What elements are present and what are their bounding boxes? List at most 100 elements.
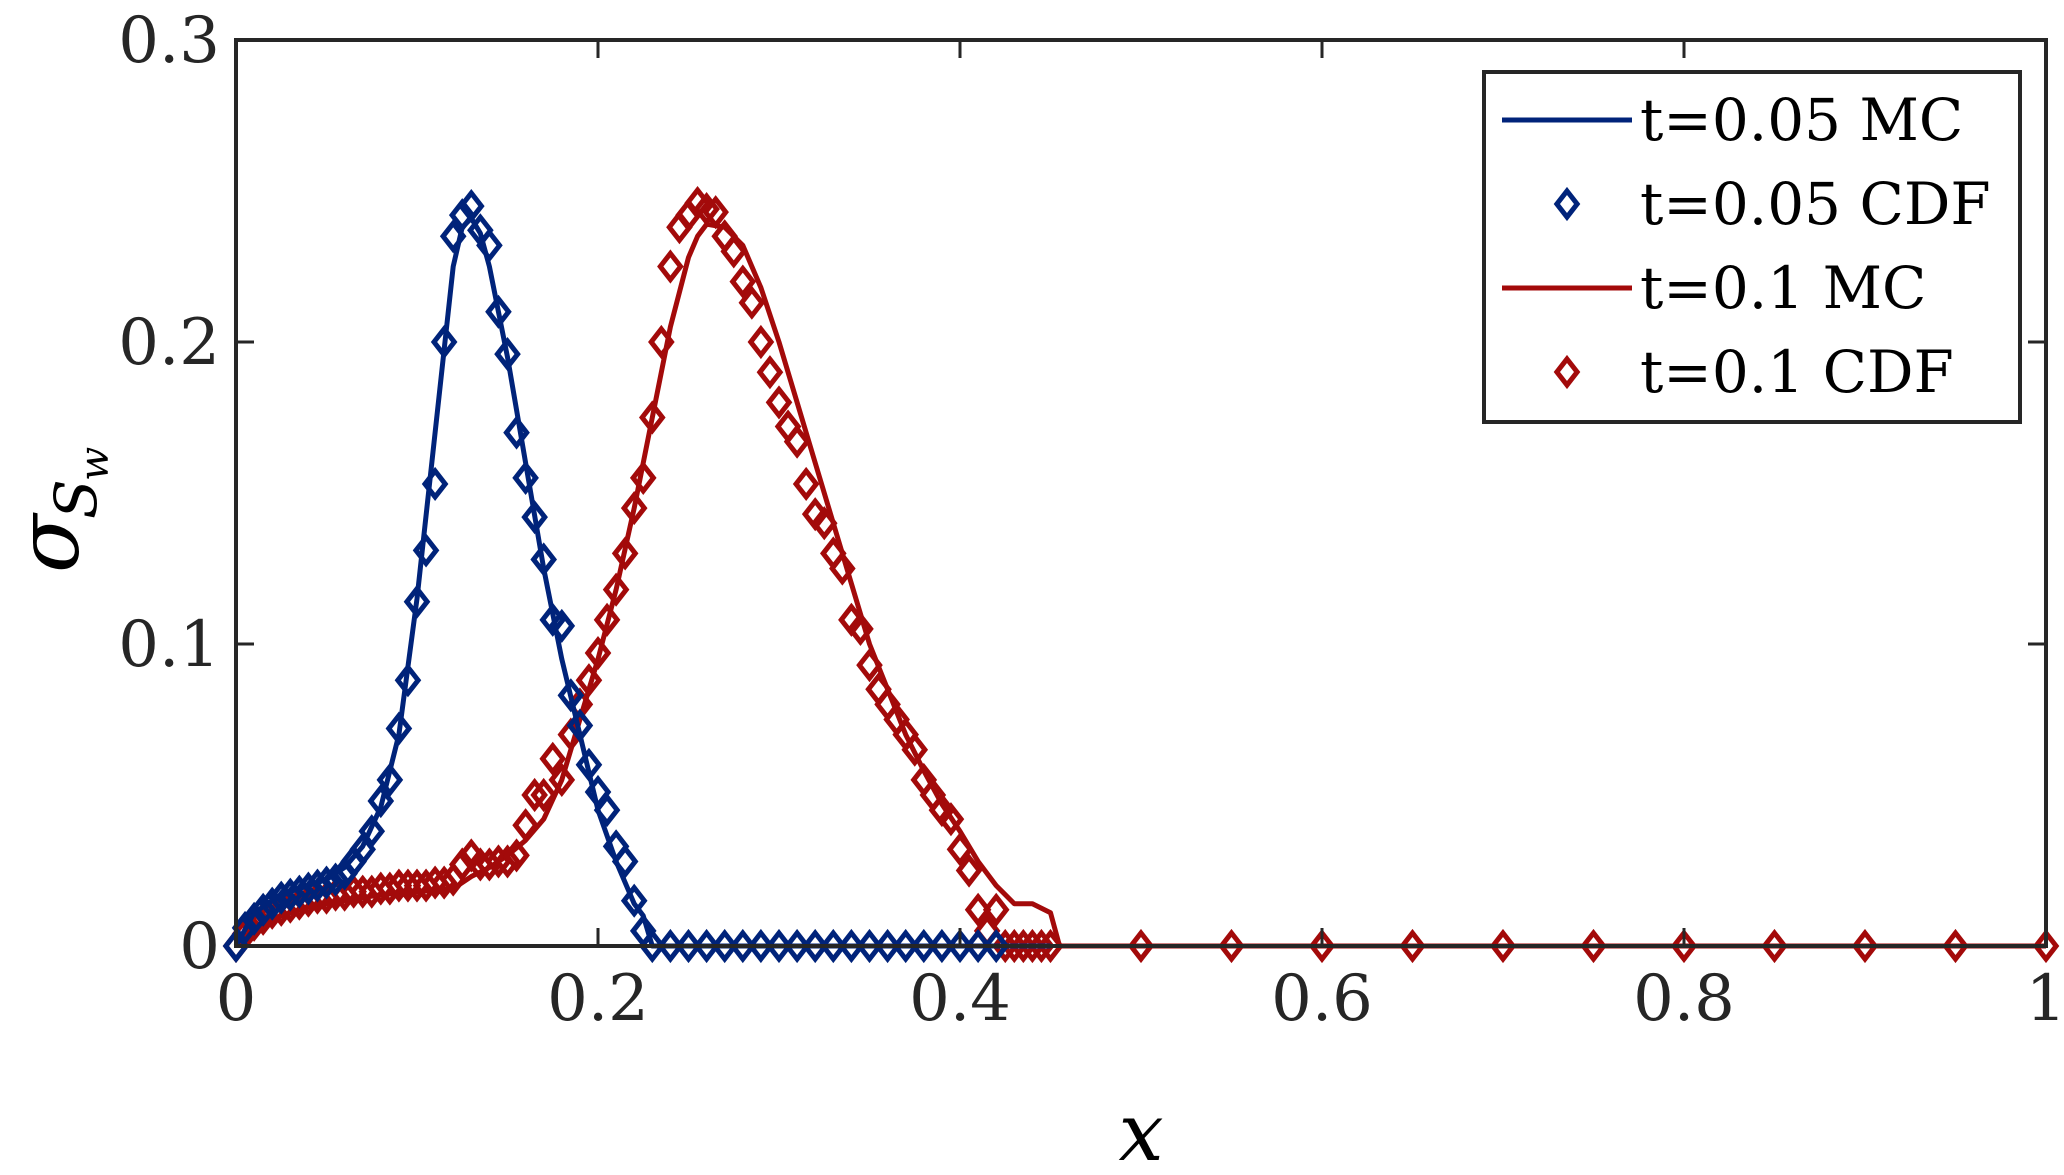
data-point [1851,928,1879,964]
data-point [901,732,929,767]
data-point [720,234,748,269]
legend-entry: t=0.05 CDF [1553,170,1991,238]
data-point [1489,928,1517,964]
data-point [1761,928,1788,964]
series-layer [222,186,2060,964]
data-point [638,928,666,964]
data-point [476,228,503,263]
data-point [367,783,395,819]
legend-entry: t=0.1 CDF [1553,338,1954,406]
data-point [1308,928,1336,964]
series-1 [222,189,1010,964]
data-point [503,415,530,450]
data-point [584,635,612,671]
data-point [439,219,467,254]
data-point [1037,928,1064,964]
data-point [240,901,268,936]
data-point [593,793,621,828]
x-tick-label: 0 [216,962,257,1036]
y-axis-title-main: σ [0,512,99,573]
data-point [946,928,974,964]
legend-entry: t=0.05 MC [1502,86,1963,154]
legend-marker-swatch [1553,354,1581,390]
data-point [548,762,576,797]
data-point [620,491,648,526]
data-point [657,249,684,284]
legend-label: t=0.05 CDF [1640,170,1991,238]
data-point [747,928,775,964]
legend-label: t=0.05 MC [1640,86,1963,154]
data-point [494,844,521,879]
data-point [856,648,883,683]
data-point [648,324,675,360]
data-point [693,928,720,964]
axis-ticks [234,38,2048,948]
data-point [313,865,340,900]
data-point [982,928,1010,964]
data-point [530,542,558,577]
data-point [765,385,793,420]
y-axis-title-sub: S [42,479,110,519]
legend-label: t=0.1 CDF [1640,338,1954,406]
data-point [810,506,838,541]
data-point [394,868,422,903]
y-axis-title: σ S w [0,447,118,573]
data-point [503,838,530,873]
data-point [829,551,856,586]
series-line [234,221,2046,949]
legend-entries: t=0.05 MC t=0.05 CDF t=0.1 MC t=0.1 CDF [1502,86,1991,406]
x-tick-label: 0.2 [547,962,649,1036]
x-tick-label: 0.6 [1271,962,1373,1036]
data-point [1019,928,1046,964]
data-point [657,928,684,964]
data-point [856,928,883,964]
data-point [1000,928,1028,964]
data-point [783,928,811,964]
y-tick-label: 0 [179,910,220,984]
data-point [485,294,512,329]
y-tick-label: 0.3 [118,4,220,78]
data-point [448,198,476,233]
data-point [910,928,938,964]
data-point [1580,928,1607,964]
data-point [801,928,829,964]
x-tick-label: 1 [2026,962,2064,1036]
data-point [575,747,603,782]
data-point [611,536,639,571]
data-point [1010,928,1037,964]
data-point [548,608,576,643]
data-point [530,777,558,813]
data-point [512,808,539,843]
data-point [874,928,901,964]
series-2 [234,221,2046,949]
data-point [629,460,657,495]
data-point [403,584,431,619]
data-point [892,928,920,964]
data-point [430,324,458,360]
data-point [729,264,757,299]
data-point [521,500,548,535]
data-point [1218,928,1245,964]
data-point [566,708,594,743]
data-point [249,892,277,927]
x-tick-label: 0.8 [1633,962,1735,1036]
data-point [575,663,603,698]
data-point [385,868,413,903]
data-point [675,928,702,964]
legend: t=0.05 MC t=0.05 CDF t=0.1 MC t=0.1 CDF [1482,70,2022,424]
data-point [231,910,259,945]
data-point [964,892,992,927]
data-point [1127,928,1155,964]
data-point [394,663,422,698]
data-point [620,883,648,918]
data-point [512,460,539,495]
data-point [819,928,847,964]
data-point [602,572,630,607]
data-point [412,533,440,568]
data-point [765,928,793,964]
data-point [946,832,974,867]
data-point [982,892,1010,927]
data-point [955,853,983,888]
data-point [457,189,485,224]
